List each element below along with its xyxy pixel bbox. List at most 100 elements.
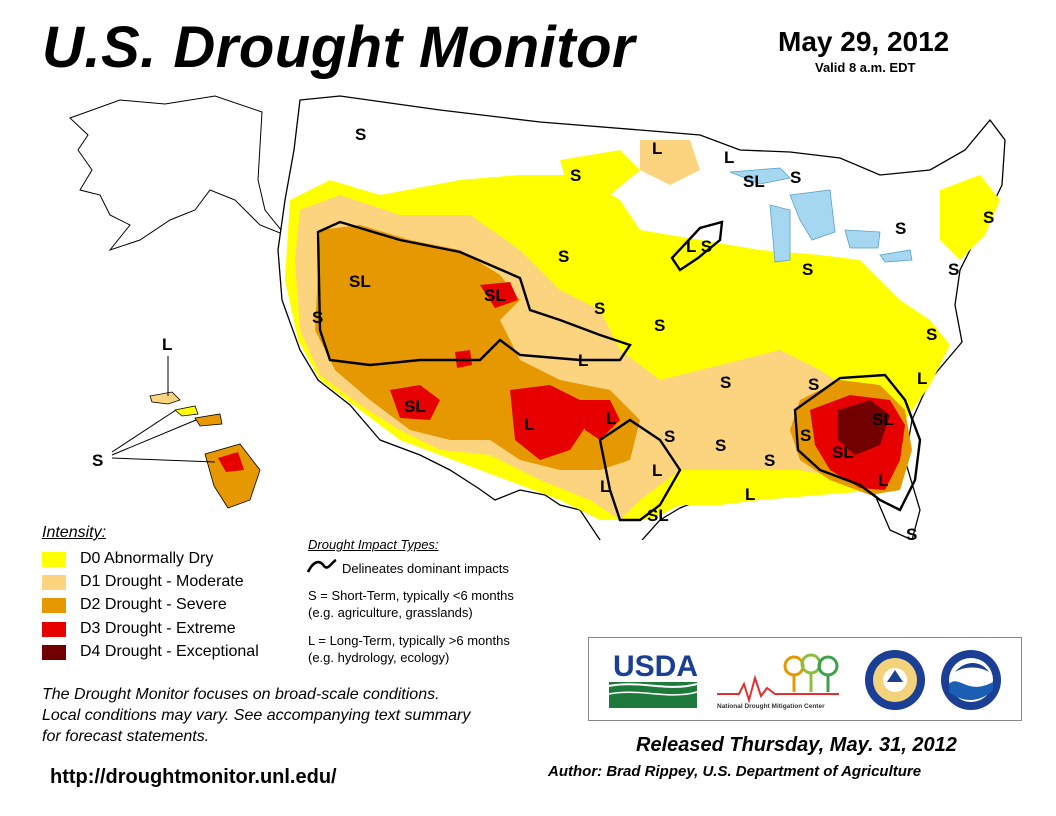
map-label: S: [926, 325, 937, 344]
legend-swatch-d4: [42, 644, 66, 660]
impact-short-line1: S = Short-Term, typically <6 months: [308, 588, 514, 603]
drought-d3: [510, 385, 590, 460]
hawaii-pointer-lines: [111, 356, 216, 463]
impact-labels: S L L S SL S S S L S S S S SL SL S S S S…: [92, 125, 994, 540]
map-label: S: [720, 373, 731, 392]
map-label: L: [745, 485, 755, 504]
map-label: L: [652, 461, 662, 480]
impact-types-title: Drought Impact Types:: [308, 537, 439, 552]
svg-text:USDA: USDA: [613, 650, 698, 683]
legend-swatch-d2: [42, 597, 66, 613]
drought-d4: [838, 400, 890, 455]
svg-text:National Drought Mitigation Ce: National Drought Mitigation Center: [717, 703, 825, 710]
map-label: S: [895, 219, 906, 238]
drought-map: S L L S SL S S S L S S S S SL SL S S S S…: [69, 95, 1006, 540]
legend-label: D4 Drought - Exceptional: [80, 643, 259, 660]
legend-item-d4: D4 Drought - Exceptional: [42, 642, 259, 662]
map-label: SL: [349, 272, 371, 291]
ndmc-logo: National Drought Mitigation Center: [717, 653, 839, 710]
map-label: S: [92, 451, 103, 470]
legend-label: D2 Drought - Severe: [80, 596, 227, 613]
impact-long-term: L = Long-Term, typically >6 months (e.g.…: [308, 632, 510, 666]
map-label: SL: [484, 286, 506, 305]
commerce-seal-icon: [865, 650, 925, 710]
map-label: S: [654, 316, 665, 335]
map-label: S: [802, 260, 813, 279]
impact-line-texas: [598, 418, 682, 522]
map-label: S: [664, 427, 675, 446]
alaska-outline: [69, 95, 287, 252]
map-label: L: [917, 369, 927, 388]
map-label: S: [594, 299, 605, 318]
map-label: S: [808, 375, 819, 394]
map-label: L: [652, 139, 662, 158]
map-label: L: [878, 471, 888, 490]
legend-label: D1 Drought - Moderate: [80, 573, 244, 590]
map-label: S: [800, 426, 811, 445]
footnote-line: Local conditions may vary. See accompany…: [42, 707, 471, 724]
legend-swatch-d0: [42, 551, 66, 567]
map-label: L: [524, 415, 534, 434]
drought-d3-c: [390, 385, 440, 420]
drought-d3-d: [480, 282, 518, 308]
impact-delineates-text: Delineates dominant impacts: [342, 561, 509, 576]
map-label: S: [983, 208, 994, 227]
map-label: S: [790, 168, 801, 187]
map-label: SL: [743, 172, 765, 191]
map-label: S: [558, 247, 569, 266]
map-label: SL: [872, 410, 894, 429]
map-label: L: [578, 351, 588, 370]
map-label: L: [606, 409, 616, 428]
map-label: S: [764, 451, 775, 470]
drought-d0-northeast: [940, 175, 1000, 260]
impact-long-line1: L = Long-Term, typically >6 months: [308, 633, 510, 648]
legend-item-d3: D3 Drought - Extreme: [42, 619, 236, 639]
impact-line-midwest: [670, 220, 724, 272]
drought-d1-plains: [640, 140, 700, 185]
legend-label: D3 Drought - Extreme: [80, 620, 236, 637]
noaa-logo-icon: [941, 650, 1001, 710]
impact-line-west: [316, 220, 632, 367]
footnote-line: for forecast statements.: [42, 728, 210, 745]
usda-logo: USDA: [608, 650, 698, 708]
intensity-legend-title: Intensity:: [42, 524, 107, 541]
impact-line-southeast: [793, 373, 922, 512]
map-label: S: [312, 308, 323, 327]
map-label: S: [906, 525, 917, 540]
logos-svg: USDA National Drought Mitigation Center: [608, 650, 1001, 710]
map-label: L: [162, 335, 172, 354]
footnote-line: The Drought Monitor focuses on broad-sca…: [42, 686, 440, 703]
great-lakes: [729, 167, 913, 263]
map-label: L: [600, 477, 610, 496]
footnote: The Drought Monitor focuses on broad-sca…: [42, 684, 582, 747]
legend-swatch-d3: [42, 621, 66, 637]
map-date: May 29, 2012: [778, 26, 950, 57]
map-label: S: [570, 166, 581, 185]
author-credit: Author: Brad Rippey, U.S. Department of …: [548, 763, 922, 780]
impact-short-line2: (e.g. agriculture, grasslands): [308, 605, 473, 620]
map-label: S: [948, 260, 959, 279]
map-label: SL: [404, 397, 426, 416]
legend-swatch-d1: [42, 574, 66, 590]
valid-time: Valid 8 a.m. EDT: [815, 60, 916, 75]
map-label: L: [724, 148, 734, 167]
drought-d3-b: [580, 400, 620, 440]
impact-short-term: S = Short-Term, typically <6 months (e.g…: [308, 587, 514, 621]
map-label: S: [715, 436, 726, 455]
legend-item-d0: D0 Abnormally Dry: [42, 549, 213, 569]
legend-item-d2: D2 Drought - Severe: [42, 595, 227, 615]
drought-d0-north: [560, 150, 640, 195]
release-date: Released Thursday, May. 31, 2012: [636, 734, 957, 756]
website-link[interactable]: http://droughtmonitor.unl.edu/: [50, 766, 337, 788]
map-label: SL: [647, 506, 669, 525]
legend-item-d1: D1 Drought - Moderate: [42, 572, 244, 592]
legend-label: D0 Abnormally Dry: [80, 550, 214, 567]
map-label: S: [355, 125, 366, 144]
hawaii-islands: [149, 391, 261, 509]
map-label: L S: [686, 237, 712, 256]
map-title: U.S. Drought Monitor: [42, 15, 636, 80]
map-label: SL: [832, 443, 854, 462]
impact-line-icon: [306, 558, 337, 573]
partner-logos: USDA National Drought Mitigation Center: [588, 637, 1022, 721]
impact-long-line2: (e.g. hydrology, ecology): [308, 650, 450, 665]
